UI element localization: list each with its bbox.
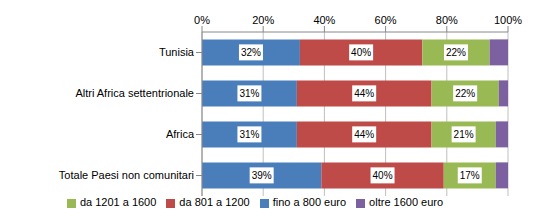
svg-text:22%: 22% <box>446 47 466 58</box>
svg-text:22%: 22% <box>455 88 475 99</box>
svg-text:44%: 44% <box>354 88 374 99</box>
html-text:da 1201 a 1600: da 1201 a 1600 <box>79 196 157 208</box>
svg-text:20%: 20% <box>252 14 274 26</box>
svg-text:Totale Paesi non comunitari: Totale Paesi non comunitari <box>59 169 194 181</box>
svg-text:17%: 17% <box>460 170 480 181</box>
svg-text:40%: 40% <box>351 47 371 58</box>
html-text:fino a 800 euro: fino a 800 euro <box>272 196 347 208</box>
svg-text:Africa: Africa <box>166 128 195 140</box>
html-text:oltre 1600 euro: oltre 1600 euro <box>369 196 444 208</box>
svg-text:40%: 40% <box>373 170 393 181</box>
svg-text:80%: 80% <box>436 14 458 26</box>
svg-text:0%: 0% <box>194 14 210 26</box>
svg-text:100%: 100% <box>494 14 522 26</box>
svg-text:39%: 39% <box>252 170 272 181</box>
html-text:da 801 a 1200: da 801 a 1200 <box>179 196 250 208</box>
svg-text:40%: 40% <box>313 14 335 26</box>
svg-text:31%: 31% <box>239 88 259 99</box>
svg-text:60%: 60% <box>375 14 397 26</box>
svg-text:31%: 31% <box>239 129 259 140</box>
svg-text:44%: 44% <box>354 129 374 140</box>
svg-text:21%: 21% <box>454 129 474 140</box>
svg-text:32%: 32% <box>241 47 261 58</box>
svg-text:Altri Africa settentrionale: Altri Africa settentrionale <box>75 87 194 99</box>
svg-text:Tunisia: Tunisia <box>159 46 195 58</box>
